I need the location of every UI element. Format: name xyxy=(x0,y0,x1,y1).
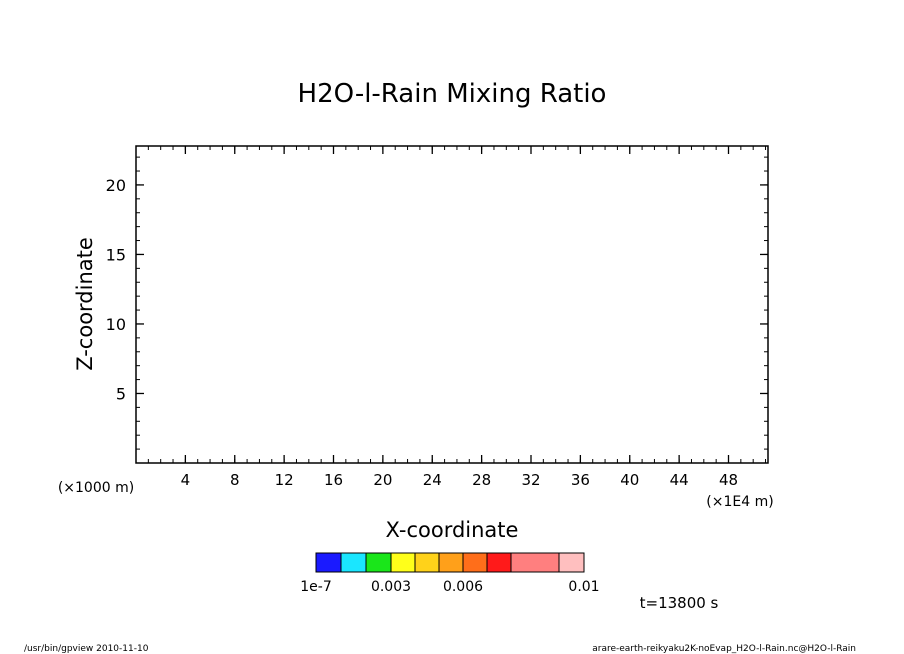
y-tick-label: 20 xyxy=(106,176,126,195)
colorbar-label: 0.003 xyxy=(371,579,411,595)
x-axis-label: X-coordinate xyxy=(386,518,519,542)
colorbar-swatch xyxy=(462,552,488,573)
colorbar-swatch xyxy=(486,552,512,573)
axis-ticks xyxy=(136,146,768,463)
chart-title: H2O-l-Rain Mixing Ratio xyxy=(298,79,607,109)
x-tick-label: 20 xyxy=(373,471,392,489)
x-tick-label: 4 xyxy=(181,471,191,489)
colorbar-swatch xyxy=(510,552,560,573)
x-unit-left: (×1000 m) xyxy=(58,480,134,496)
colorbar-label: 1e-7 xyxy=(300,579,331,595)
x-tick-label: 12 xyxy=(275,471,294,489)
x-tick-labels: 4 8 12 16 20 24 28 32 36 40 44 48 xyxy=(181,471,738,489)
colorbar-label: 0.01 xyxy=(568,579,599,595)
x-tick-label: 28 xyxy=(472,471,491,489)
colorbar-swatch xyxy=(438,552,464,573)
colorbar-swatch xyxy=(365,552,392,573)
x-unit-right: (×1E4 m) xyxy=(706,494,773,510)
y-tick-label: 5 xyxy=(116,384,126,403)
footer-left: /usr/bin/gpview 2010-11-10 xyxy=(24,644,149,654)
y-tick-label: 10 xyxy=(106,315,126,334)
colorbar-swatch xyxy=(558,552,585,573)
y-axis-label: Z-coordinate xyxy=(73,237,97,371)
x-tick-label: 32 xyxy=(521,471,540,489)
x-tick-label: 16 xyxy=(324,471,343,489)
colorbar-swatch xyxy=(315,552,342,573)
x-tick-label: 40 xyxy=(620,471,639,489)
time-label: t=13800 s xyxy=(640,594,719,612)
plot-area xyxy=(135,145,769,464)
colorbar-swatch xyxy=(340,552,367,573)
colorbar xyxy=(315,552,585,573)
y-tick-labels: 5 10 15 20 xyxy=(106,176,126,404)
colorbar-labels: 1e-7 0.003 0.006 0.01 xyxy=(300,579,599,595)
footer-right: arare-earth-reikyaku2K-noEvap_H2O-l-Rain… xyxy=(592,644,856,654)
colorbar-swatch xyxy=(414,552,440,573)
x-tick-label: 44 xyxy=(670,471,689,489)
x-tick-label: 48 xyxy=(719,471,738,489)
colorbar-swatch xyxy=(390,552,416,573)
colorbar-label: 0.006 xyxy=(443,579,483,595)
x-tick-label: 8 xyxy=(230,471,240,489)
x-tick-label: 36 xyxy=(571,471,590,489)
x-tick-label: 24 xyxy=(423,471,442,489)
y-tick-label: 15 xyxy=(106,245,126,264)
